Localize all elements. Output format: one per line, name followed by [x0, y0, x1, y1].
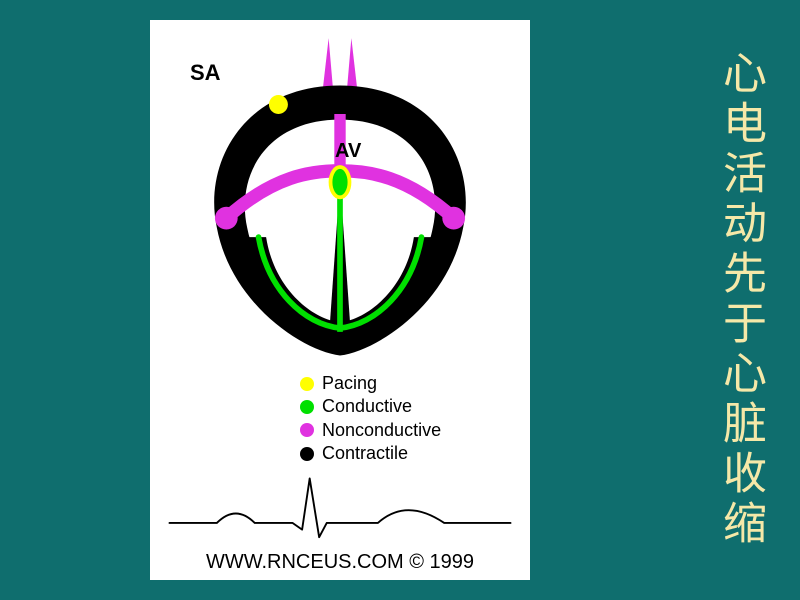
ring-end-right — [442, 207, 465, 230]
av-label: AV — [335, 140, 361, 163]
swatch-pacing-icon — [300, 377, 314, 391]
legend: Pacing Conductive Nonconductive Contract… — [300, 372, 441, 466]
legend-item: Conductive — [300, 395, 441, 418]
legend-label: Contractile — [322, 442, 408, 465]
legend-item: Contractile — [300, 442, 441, 465]
swatch-conductive-icon — [300, 400, 314, 414]
legend-label: Nonconductive — [322, 419, 441, 442]
figure-area: SA AV — [0, 0, 680, 600]
ring-end-left — [215, 207, 238, 230]
title-column: 心电活动先于心脏收缩 — [680, 0, 800, 600]
swatch-contractile-icon — [300, 447, 314, 461]
sa-label: SA — [190, 60, 221, 86]
heart-diagram: SA AV — [160, 30, 520, 378]
sa-node-icon — [269, 95, 288, 114]
swatch-nonconductive-icon — [300, 423, 314, 437]
legend-item: Nonconductive — [300, 419, 441, 442]
ecg-trace — [160, 469, 520, 549]
figure-box: SA AV — [150, 20, 530, 580]
legend-label: Conductive — [322, 395, 412, 418]
slide: SA AV — [0, 0, 800, 600]
av-node-icon — [331, 167, 350, 197]
credit-text: WWW.RNCEUS.COM © 1999 — [206, 551, 474, 574]
slide-title: 心电活动先于心脏收缩 — [708, 50, 772, 550]
